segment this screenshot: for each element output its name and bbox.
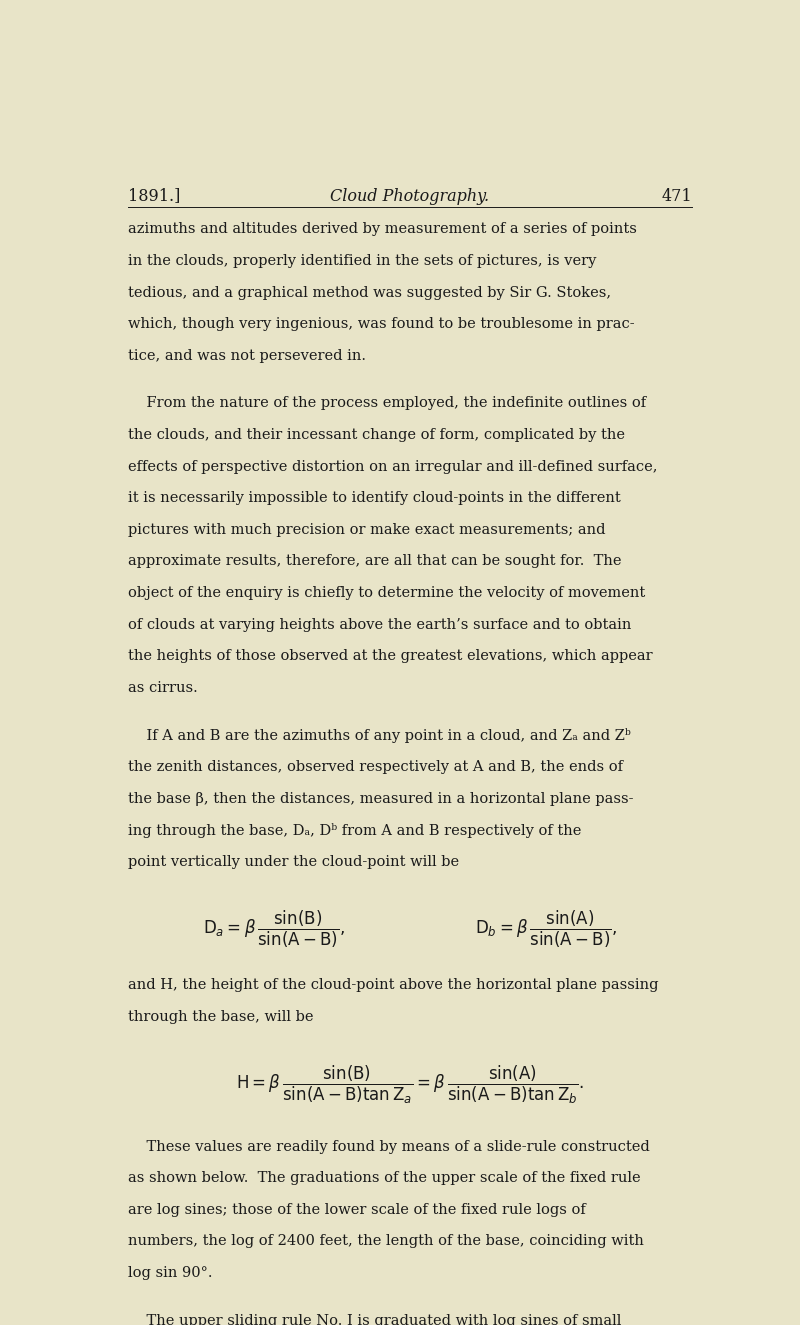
Text: 471: 471	[662, 188, 692, 204]
Text: the base β, then the distances, measured in a horizontal plane pass-: the base β, then the distances, measured…	[128, 791, 634, 806]
Text: ing through the base, Dₐ, Dᵇ from A and B respectively of the: ing through the base, Dₐ, Dᵇ from A and …	[128, 823, 582, 839]
Text: are log sines; those of the lower scale of the fixed rule logs of: are log sines; those of the lower scale …	[128, 1203, 586, 1216]
Text: as shown below.  The graduations of the upper scale of the fixed rule: as shown below. The graduations of the u…	[128, 1171, 641, 1185]
Text: numbers, the log of 2400 feet, the length of the base, coinciding with: numbers, the log of 2400 feet, the lengt…	[128, 1235, 644, 1248]
Text: the zenith distances, observed respectively at A and B, the ends of: the zenith distances, observed respectiv…	[128, 761, 623, 774]
Text: pictures with much precision or make exact measurements; and: pictures with much precision or make exa…	[128, 523, 606, 537]
Text: effects of perspective distortion on an irregular and ill-defined surface,: effects of perspective distortion on an …	[128, 460, 658, 473]
Text: as cirrus.: as cirrus.	[128, 681, 198, 694]
Text: the heights of those observed at the greatest elevations, which appear: the heights of those observed at the gre…	[128, 649, 653, 664]
Text: $\mathrm{D}_a = \beta\,\dfrac{\sin(\mathrm{B})}{\sin(\mathrm{A}-\mathrm{B})},$: $\mathrm{D}_a = \beta\,\dfrac{\sin(\math…	[202, 909, 345, 950]
Text: approximate results, therefore, are all that can be sought for.  The: approximate results, therefore, are all …	[128, 554, 622, 568]
Text: Cloud Photography.: Cloud Photography.	[330, 188, 490, 204]
Text: From the nature of the process employed, the indefinite outlines of: From the nature of the process employed,…	[128, 396, 646, 411]
Text: the clouds, and their incessant change of form, complicated by the: the clouds, and their incessant change o…	[128, 428, 625, 443]
Text: azimuths and altitudes derived by measurement of a series of points: azimuths and altitudes derived by measur…	[128, 223, 637, 236]
Text: $\mathrm{D}_b = \beta\,\dfrac{\sin(\mathrm{A})}{\sin(\mathrm{A}-\mathrm{B})},$: $\mathrm{D}_b = \beta\,\dfrac{\sin(\math…	[475, 909, 618, 950]
Text: in the clouds, properly identified in the sets of pictures, is very: in the clouds, properly identified in th…	[128, 254, 596, 268]
Text: $\mathrm{H} = \beta\,\dfrac{\sin(\mathrm{B})}{\sin(\mathrm{A}-\mathrm{B})\tan \m: $\mathrm{H} = \beta\,\dfrac{\sin(\mathrm…	[236, 1064, 584, 1106]
Text: tedious, and a graphical method was suggested by Sir G. Stokes,: tedious, and a graphical method was sugg…	[128, 286, 611, 299]
Text: 1891.]: 1891.]	[128, 188, 180, 204]
Text: object of the enquiry is chiefly to determine the velocity of movement: object of the enquiry is chiefly to dete…	[128, 586, 645, 600]
Text: log sin 90°.: log sin 90°.	[128, 1267, 213, 1280]
Text: and H, the height of the cloud-point above the horizontal plane passing: and H, the height of the cloud-point abo…	[128, 978, 658, 992]
Text: The upper sliding rule No. I is graduated with log sines of small: The upper sliding rule No. I is graduate…	[128, 1313, 622, 1325]
Text: These values are readily found by means of a slide-rule constructed: These values are readily found by means …	[128, 1140, 650, 1154]
Text: tice, and was not persevered in.: tice, and was not persevered in.	[128, 348, 366, 363]
Text: through the base, will be: through the base, will be	[128, 1010, 314, 1024]
Text: of clouds at varying heights above the earth’s surface and to obtain: of clouds at varying heights above the e…	[128, 617, 631, 632]
Text: point vertically under the cloud-point will be: point vertically under the cloud-point w…	[128, 855, 459, 869]
Text: If A and B are the azimuths of any point in a cloud, and Zₐ and Zᵇ: If A and B are the azimuths of any point…	[128, 729, 630, 743]
Text: which, though very ingenious, was found to be troublesome in prac-: which, though very ingenious, was found …	[128, 317, 634, 331]
Text: it is necessarily impossible to identify cloud-points in the different: it is necessarily impossible to identify…	[128, 492, 621, 505]
